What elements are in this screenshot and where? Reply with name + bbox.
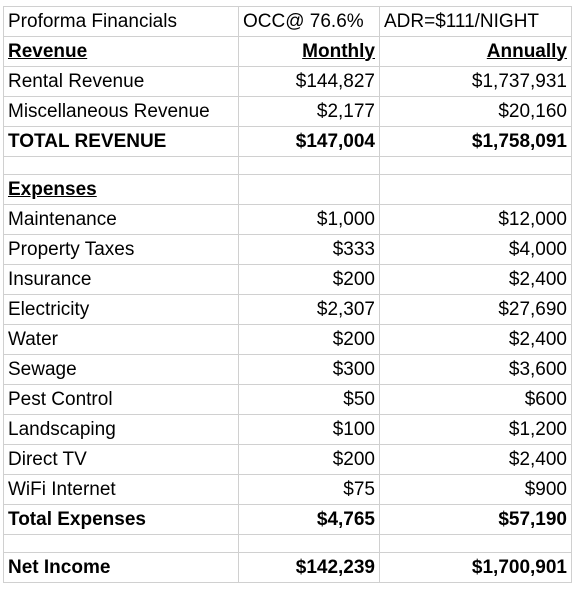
table-row: [3, 534, 572, 553]
table-cell: $144,827: [238, 66, 380, 97]
table-row: Pest Control $50 $600: [3, 384, 572, 415]
table-cell: [379, 174, 572, 205]
table-cell: $4,765: [238, 504, 380, 535]
table-row: Direct TV $200 $2,400: [3, 444, 572, 475]
table-cell: Miscellaneous Revenue: [3, 96, 239, 127]
table-row: WiFi Internet $75 $900: [3, 474, 572, 505]
table-cell: $2,400: [379, 324, 572, 355]
table-cell: $27,690: [379, 294, 572, 325]
table-cell: $1,200: [379, 414, 572, 445]
table-row: Property Taxes $333 $4,000: [3, 234, 572, 265]
table-cell: TOTAL REVENUE: [3, 126, 239, 157]
table-cell: $333: [238, 234, 380, 265]
table-cell: $3,600: [379, 354, 572, 385]
table-cell: Revenue: [3, 36, 239, 67]
table-cell: $20,160: [379, 96, 572, 127]
table-cell: Electricity: [3, 294, 239, 325]
table-cell: [238, 534, 380, 553]
table-cell: Rental Revenue: [3, 66, 239, 97]
table-row: Net Income $142,239 $1,700,901: [3, 552, 572, 583]
table-cell: $1,700,901: [379, 552, 572, 583]
table-cell: Total Expenses: [3, 504, 239, 535]
table-cell: WiFi Internet: [3, 474, 239, 505]
table-cell: $200: [238, 444, 380, 475]
table-cell: $200: [238, 324, 380, 355]
table-row: Rental Revenue $144,827 $1,737,931: [3, 66, 572, 97]
table-cell: $2,177: [238, 96, 380, 127]
table-cell: [3, 534, 239, 553]
table-row: Miscellaneous Revenue $2,177 $20,160: [3, 96, 572, 127]
table-cell: $2,400: [379, 264, 572, 295]
table-cell: $4,000: [379, 234, 572, 265]
financials-table: Proforma Financials OCC@ 76.6% ADR=$111/NI…: [3, 6, 572, 583]
table-cell: $1,758,091: [379, 126, 572, 157]
table-cell: Monthly: [238, 36, 380, 67]
table-row: Proforma Financials OCC@ 76.6% ADR=$111/NI…: [3, 6, 572, 37]
table-cell: $57,190: [379, 504, 572, 535]
table-row: Sewage $300 $3,600: [3, 354, 572, 385]
table-cell: $2,400: [379, 444, 572, 475]
table-cell: $100: [238, 414, 380, 445]
table-row: [3, 156, 572, 175]
table-cell: $200: [238, 264, 380, 295]
table-cell: [379, 534, 572, 553]
table-row: Insurance $200 $2,400: [3, 264, 572, 295]
table-cell: $1,000: [238, 204, 380, 235]
table-cell: $300: [238, 354, 380, 385]
table-row: Landscaping $100 $1,200: [3, 414, 572, 445]
table-cell: $50: [238, 384, 380, 415]
table-cell: Sewage: [3, 354, 239, 385]
table-cell: Proforma Financials: [3, 6, 239, 37]
table-cell: Water: [3, 324, 239, 355]
table-cell: $2,307: [238, 294, 380, 325]
table-cell: Pest Control: [3, 384, 239, 415]
table-row: Revenue Monthly Annually: [3, 36, 572, 67]
table-cell: [3, 156, 239, 175]
table-cell: ADR=$111/NIGHT: [379, 6, 572, 37]
table-cell: $147,004: [238, 126, 380, 157]
table-cell: $600: [379, 384, 572, 415]
table-row: Water $200 $2,400: [3, 324, 572, 355]
table-row: Expenses: [3, 174, 572, 205]
table-cell: Property Taxes: [3, 234, 239, 265]
table-cell: [379, 156, 572, 175]
table-cell: $900: [379, 474, 572, 505]
table-row: Electricity $2,307 $27,690: [3, 294, 572, 325]
table-row: Total Expenses $4,765 $57,190: [3, 504, 572, 535]
table-cell: Insurance: [3, 264, 239, 295]
table-row: Maintenance $1,000 $12,000: [3, 204, 572, 235]
table-cell: $12,000: [379, 204, 572, 235]
table-cell: Direct TV: [3, 444, 239, 475]
table-body: Proforma Financials OCC@ 76.6% ADR=$111/NI…: [3, 6, 572, 583]
table-cell: Landscaping: [3, 414, 239, 445]
table-cell: $142,239: [238, 552, 380, 583]
table-row: TOTAL REVENUE $147,004 $1,758,091: [3, 126, 572, 157]
table-cell: $1,737,931: [379, 66, 572, 97]
table-cell: Net Income: [3, 552, 239, 583]
table-cell: Maintenance: [3, 204, 239, 235]
table-cell: [238, 174, 380, 205]
table-cell: Annually: [379, 36, 572, 67]
table-cell: $75: [238, 474, 380, 505]
table-cell: OCC@ 76.6%: [238, 6, 380, 37]
table-cell: [238, 156, 380, 175]
table-cell: Expenses: [3, 174, 239, 205]
